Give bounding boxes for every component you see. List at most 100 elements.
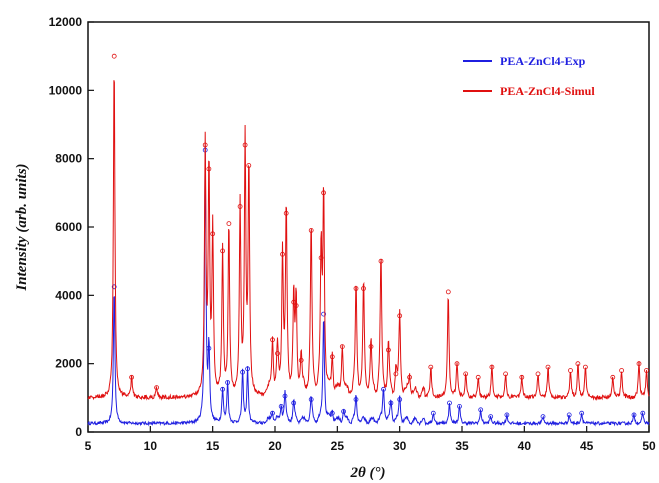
x-axis-label: 2θ (°): [349, 465, 385, 481]
peak-marker-exp: [353, 397, 359, 402]
peak-marker-exp: [388, 400, 394, 406]
peak-marker-exp: [308, 397, 314, 402]
series-line-simul: [87, 80, 650, 402]
peak-marker-exp: [278, 403, 284, 409]
y-tick-label: 4000: [55, 288, 82, 302]
peak-marker-simul: [242, 142, 248, 148]
peak-marker-exp: [270, 410, 275, 416]
peak-marker-simul: [202, 142, 208, 148]
peak-marker-exp: [579, 410, 585, 416]
peak-marker-exp: [220, 386, 226, 392]
peak-marker-simul: [519, 374, 525, 380]
peak-marker-exp: [341, 409, 347, 414]
x-tick-label: 30: [393, 439, 407, 453]
peak-marker-exp: [566, 412, 572, 418]
peak-marker-exp: [457, 403, 462, 409]
y-tick-label: 2000: [55, 357, 82, 371]
peak-marker-exp: [245, 366, 251, 372]
peak-marker-simul: [610, 374, 616, 380]
peak-marker-simul: [475, 374, 481, 380]
x-tick-label: 35: [455, 439, 469, 453]
peak-marker-exp: [111, 284, 117, 290]
peak-marker-simul: [291, 299, 297, 305]
x-tick-label: 40: [518, 439, 532, 453]
peak-marker-simul: [270, 337, 275, 343]
peak-marker-simul: [361, 286, 366, 291]
peak-marker-simul: [575, 361, 581, 367]
peak-marker-simul: [445, 289, 451, 295]
peak-marker-simul: [503, 371, 509, 377]
peak-marker-simul: [353, 286, 359, 291]
y-axis-label: Intensity (arb. units): [14, 163, 30, 291]
x-tick-label: 10: [144, 439, 158, 453]
series-line-exp: [87, 145, 650, 427]
x-tick-label: 5: [85, 439, 92, 453]
peak-marker-simul: [298, 357, 304, 363]
peak-marker-simul: [226, 221, 232, 227]
peak-marker-exp: [488, 414, 494, 420]
tick-layer: 5 10 15 20 25 30 35 40 45 50 0 2000 4000 6000 8000 1000…: [49, 15, 656, 453]
peak-marker-simul: [636, 361, 642, 367]
peak-marker-exp: [397, 397, 403, 402]
peak-marker-exp: [240, 369, 246, 375]
x-tick-label: 20: [268, 439, 282, 453]
peak-marker-simul: [568, 368, 573, 373]
peak-marker-simul: [275, 350, 280, 356]
peak-marker-simul: [129, 374, 135, 380]
peak-marker-simul: [154, 385, 160, 391]
peak-marker-simul: [339, 344, 345, 350]
peak-marker-exp: [282, 393, 288, 399]
peak-marker-simul: [393, 371, 399, 377]
x-tick-label: 25: [331, 439, 345, 453]
peak-marker-simul: [283, 210, 289, 216]
x-tick-label: 15: [206, 439, 220, 453]
peak-marker-simul: [280, 251, 285, 257]
y-tick-label: 0: [75, 425, 82, 439]
peak-marker-simul: [407, 374, 413, 380]
y-tick-label: 10000: [49, 83, 83, 97]
peak-marker-simul: [397, 313, 403, 319]
peak-marker-exp: [381, 386, 386, 392]
peak-marker-exp: [225, 380, 231, 385]
peak-marker-simul: [428, 364, 434, 370]
peak-marker-simul: [237, 204, 243, 209]
peak-marker-simul: [246, 163, 252, 168]
peak-marker-simul: [210, 231, 216, 237]
peak-marker-simul: [644, 368, 649, 373]
peak-marker-exp: [291, 400, 297, 406]
peak-marker-simul: [220, 248, 226, 254]
peak-marker-exp: [540, 414, 546, 420]
legend-label-simul: PEA-ZnCl4-Simul: [500, 84, 595, 98]
peak-marker-simul: [308, 227, 314, 233]
peak-marker-simul: [463, 371, 469, 377]
peak-marker-simul: [321, 190, 327, 196]
peak-marker-exp: [321, 311, 327, 317]
y-tick-label: 6000: [55, 220, 82, 234]
peak-marker-simul: [368, 344, 374, 350]
peak-marker-simul: [378, 258, 384, 264]
peak-marker-exp: [329, 410, 335, 416]
legend: PEA-ZnCl4-Exp PEA-ZnCl4-Simul: [463, 54, 595, 98]
peak-marker-simul: [489, 364, 495, 370]
peak-marker-simul: [293, 303, 299, 309]
peak-marker-simul: [535, 371, 541, 377]
y-tick-label: 8000: [55, 152, 82, 166]
y-tick-label: 12000: [49, 15, 83, 29]
peak-marker-simul: [619, 368, 624, 373]
peak-marker-simul: [329, 354, 335, 360]
peak-marker-exp: [447, 400, 452, 406]
peak-marker-exp: [631, 412, 637, 418]
peak-marker-simul: [111, 53, 117, 59]
peak-marker-exp: [478, 407, 484, 413]
peak-marker-simul: [206, 166, 212, 172]
peak-marker-simul: [545, 364, 551, 370]
peak-marker-exp: [206, 345, 212, 351]
peak-marker-exp: [504, 412, 510, 418]
peak-marker-exp: [640, 410, 646, 416]
peak-marker-simul: [318, 255, 324, 261]
peak-marker-simul: [583, 364, 588, 370]
peak-marker-simul: [385, 347, 391, 353]
legend-label-exp: PEA-ZnCl4-Exp: [500, 54, 586, 68]
peak-marker-simul: [454, 361, 460, 367]
